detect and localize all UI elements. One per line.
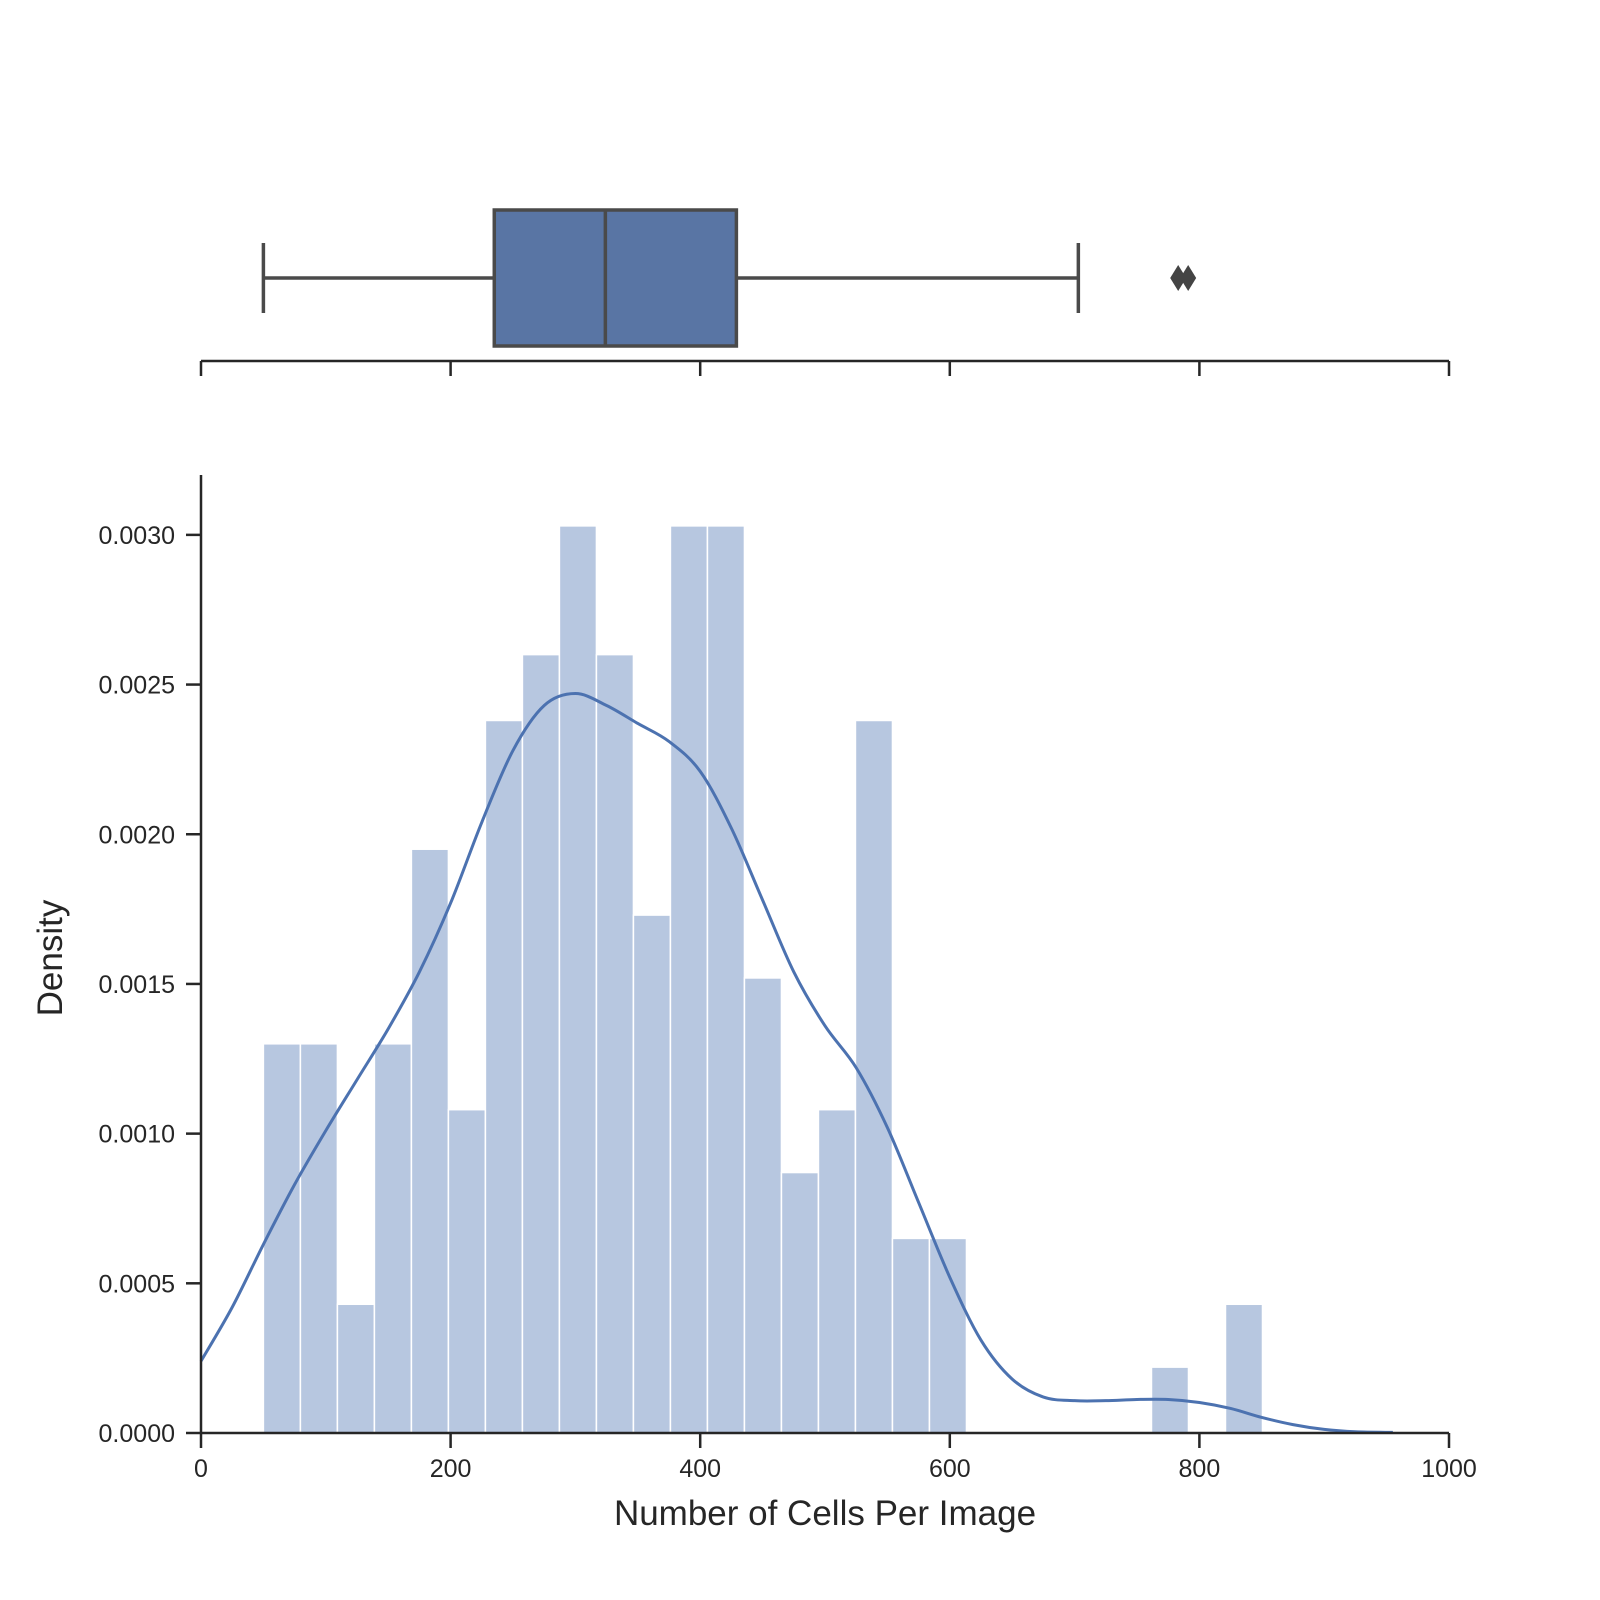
x-tick-label: 1000 [1421,1455,1477,1483]
histogram-bar [780,1171,820,1434]
histogram-bar [706,525,746,1434]
y-tick-label: 0.0025 [99,672,175,700]
x-tick-label: 800 [1179,1455,1221,1483]
y-tick-label: 0.0010 [99,1121,175,1149]
histogram-bar [743,977,783,1434]
x-tick-label: 600 [929,1455,971,1483]
histogram-bar [484,719,524,1434]
histogram-bars [262,525,1264,1434]
kde-curve [199,692,1393,1434]
histogram-bar [336,1303,376,1434]
outlier-marker [1180,265,1197,291]
histogram-bar [817,1108,857,1434]
x-tick-label: 400 [679,1455,721,1483]
histogram-bar [669,525,709,1434]
histogram-bar [373,1043,413,1434]
y-tick-label: 0.0005 [99,1270,175,1298]
histogram-bar [854,719,894,1434]
histogram-bar [595,653,635,1434]
histogram-bar [447,1108,487,1434]
histogram-bar [632,914,672,1434]
kde-curve-layer [199,692,1393,1434]
y-tick-label: 0.0030 [99,522,175,550]
histogram-bar [928,1237,968,1434]
histogram-bar [410,848,450,1434]
histogram-bar [262,1043,302,1434]
histogram-bar [891,1237,931,1434]
y-tick-label: 0.0000 [99,1420,175,1448]
y-axis-label: Density [31,899,70,1016]
box-iqr [492,208,739,348]
histogram-bar [558,525,598,1434]
x-tick-label: 200 [430,1455,472,1483]
histogram-bar [299,1043,339,1434]
boxplot-panel [199,208,1451,376]
x-axis-label: Number of Cells Per Image [614,1494,1036,1533]
y-tick-label: 0.0015 [99,971,175,999]
outlier-marker [1170,265,1187,291]
histogram-axes: Number of Cells Per Image Density 0 200 40… [31,475,1477,1533]
histogram-bar [521,653,561,1434]
y-tick-label: 0.0020 [99,821,175,849]
x-tick-label: 0 [194,1455,208,1483]
